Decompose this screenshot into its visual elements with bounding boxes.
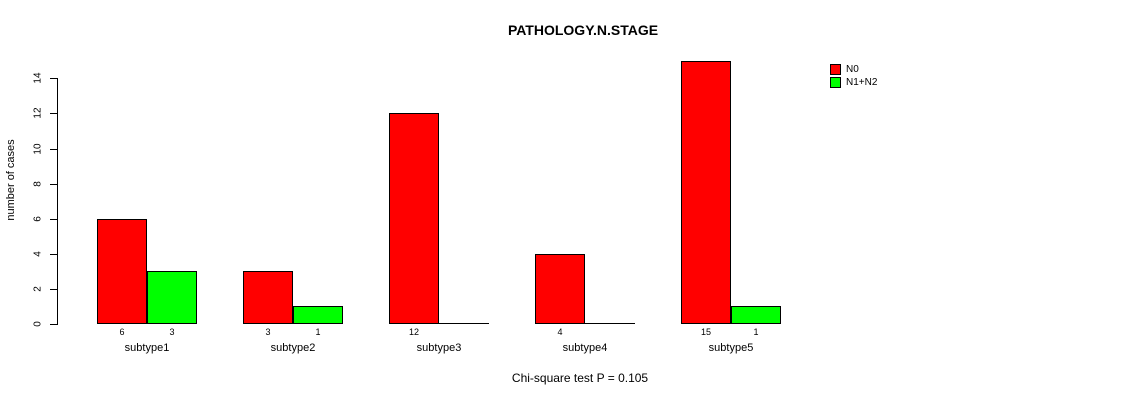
category-label-subtype4: subtype4: [562, 342, 608, 354]
bar-n0-subtype2: [243, 271, 293, 324]
bar-n1n2-subtype2: [293, 306, 343, 324]
bar-count-label: 1: [315, 327, 321, 337]
legend: N0 N1+N2: [830, 64, 877, 90]
y-axis-line: [57, 78, 58, 325]
y-axis-tick: [50, 78, 57, 80]
y-axis-tick: [50, 253, 57, 255]
bar-n1n2-subtype5: [731, 306, 781, 324]
category-label-subtype1: subtype1: [124, 342, 170, 354]
legend-swatch-icon: [830, 64, 841, 75]
y-axis-tick: [50, 113, 57, 115]
chart-caption: Chi-square test P = 0.105: [511, 371, 649, 385]
y-tick-label: 4: [32, 251, 44, 257]
bar-count-label: 12: [408, 327, 420, 337]
chart-title: PATHOLOGY.N.STAGE: [507, 22, 659, 38]
y-tick-label: 6: [32, 215, 44, 222]
legend-row: N1+N2: [830, 77, 877, 88]
category-label-subtype2: subtype2: [270, 342, 316, 354]
bar-count-label: 4: [557, 327, 563, 337]
category-label-subtype5: subtype5: [708, 342, 754, 354]
bar-n1n2-subtype1: [147, 271, 197, 324]
bar-n0-subtype5: [681, 60, 731, 324]
bar-n0-subtype3: [389, 113, 439, 324]
bar-count-label: 6: [119, 327, 125, 337]
zero-bar-subtype4: [585, 323, 635, 324]
y-axis-tick: [50, 324, 57, 325]
y-tick-label: 8: [32, 180, 44, 187]
bar-count-label: 3: [169, 327, 175, 337]
bar-n0-subtype1: [97, 218, 147, 324]
y-axis-tick: [50, 148, 57, 150]
y-tick-label: 10: [32, 142, 44, 155]
y-tick-label: 0: [32, 321, 44, 327]
legend-label: N0: [846, 64, 859, 75]
y-axis-label: number of cases: [5, 139, 17, 221]
bar-count-label: 1: [753, 327, 759, 337]
legend-swatch-icon: [830, 77, 841, 88]
legend-label: N1+N2: [846, 77, 878, 88]
category-label-subtype3: subtype3: [416, 342, 462, 354]
zero-bar-subtype3: [439, 323, 489, 324]
bar-count-label: 15: [700, 327, 712, 337]
y-tick-label: 12: [32, 107, 44, 119]
y-axis-tick: [50, 218, 57, 220]
y-axis-tick: [50, 183, 57, 185]
y-tick-label: 2: [32, 286, 44, 292]
legend-row: N0: [830, 64, 877, 75]
y-tick-label: 14: [32, 72, 44, 84]
y-axis-tick: [50, 288, 57, 290]
bar-count-label: 3: [265, 327, 271, 337]
bar-n0-subtype4: [535, 253, 585, 324]
